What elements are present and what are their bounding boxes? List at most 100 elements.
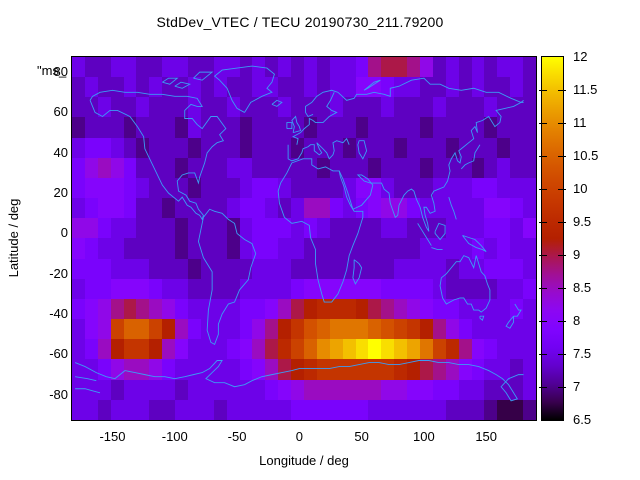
heatmap-cell bbox=[471, 57, 485, 78]
heatmap-cell bbox=[278, 77, 292, 98]
heatmap-cell bbox=[239, 198, 253, 219]
heatmap-cell bbox=[497, 177, 511, 199]
heatmap-cell bbox=[394, 198, 408, 219]
colorbar-tick-label: 9.5 bbox=[573, 214, 592, 229]
heatmap-cell bbox=[72, 238, 85, 259]
heatmap-cell bbox=[304, 238, 317, 259]
heatmap-cell bbox=[394, 157, 408, 178]
heatmap-cell bbox=[329, 339, 343, 360]
heatmap-cell bbox=[316, 359, 330, 380]
heatmap-cell bbox=[213, 157, 227, 178]
heatmap-cell bbox=[484, 218, 498, 239]
heatmap-cell bbox=[329, 278, 343, 299]
coastline-iceland bbox=[272, 100, 282, 106]
heatmap-cell bbox=[72, 298, 85, 320]
heatmap-cell bbox=[471, 278, 485, 299]
heatmap-cell bbox=[226, 298, 240, 320]
x-tick-label: -100 bbox=[161, 429, 188, 444]
heatmap-cell bbox=[97, 319, 111, 340]
heatmap-cell bbox=[407, 339, 420, 360]
heatmap-cell bbox=[342, 359, 356, 380]
heatmap-cell bbox=[162, 399, 176, 420]
heatmap-cell bbox=[162, 198, 176, 219]
heatmap-cell bbox=[471, 298, 485, 320]
heatmap-cell bbox=[355, 399, 369, 420]
heatmap-cell bbox=[162, 298, 176, 320]
heatmap-cell bbox=[291, 278, 304, 299]
colorbar-tick-label: 10 bbox=[573, 181, 588, 196]
heatmap-cell bbox=[265, 278, 279, 299]
heatmap-cell bbox=[484, 137, 498, 158]
heatmap-cell bbox=[226, 339, 240, 360]
heatmap-cell bbox=[458, 117, 472, 138]
heatmap-cell bbox=[188, 258, 201, 279]
heatmap-cell bbox=[110, 198, 124, 219]
heatmap-cell bbox=[72, 77, 85, 98]
heatmap-cell bbox=[239, 339, 253, 360]
heatmap-cell bbox=[510, 77, 524, 98]
heatmap-cell bbox=[123, 97, 137, 118]
heatmap-cell bbox=[123, 218, 137, 239]
heatmap-cell bbox=[252, 177, 266, 199]
heatmap-cell bbox=[239, 319, 253, 340]
heatmap-cell bbox=[342, 97, 356, 118]
heatmap-cell bbox=[291, 57, 304, 78]
colorbar-tick-mark-right bbox=[558, 156, 566, 157]
heatmap-cell bbox=[445, 218, 459, 239]
x-tick-label: 0 bbox=[295, 429, 303, 444]
coastline-arctic-islands-3 bbox=[193, 72, 212, 80]
heatmap-cell bbox=[458, 379, 472, 400]
heatmap-cell bbox=[175, 258, 188, 279]
heatmap-cell bbox=[497, 77, 511, 98]
heatmap-cell bbox=[213, 198, 227, 219]
heatmap-cell bbox=[123, 359, 137, 380]
heatmap-cell bbox=[136, 278, 150, 299]
heatmap-cell bbox=[445, 258, 459, 279]
heatmap-cell bbox=[278, 177, 292, 199]
heatmap-cell bbox=[368, 157, 382, 178]
heatmap-cell bbox=[188, 218, 201, 239]
heatmap-cell bbox=[445, 339, 459, 360]
heatmap-cell bbox=[278, 157, 292, 178]
heatmap-cell bbox=[304, 57, 317, 78]
heatmap-cell bbox=[278, 359, 292, 380]
heatmap-cell bbox=[316, 218, 330, 239]
heatmap-cell bbox=[136, 238, 150, 259]
x-tick-label: -50 bbox=[227, 429, 247, 444]
heatmap-cell bbox=[510, 278, 524, 299]
heatmap-cell bbox=[484, 157, 498, 178]
colorbar-tick-label: 11 bbox=[573, 115, 587, 130]
heatmap-cell bbox=[342, 298, 356, 320]
heatmap-cell bbox=[175, 278, 188, 299]
colorbar-tick-label: 7 bbox=[573, 379, 581, 394]
heatmap-cell bbox=[136, 137, 150, 158]
heatmap-cell bbox=[484, 117, 498, 138]
heatmap-cell bbox=[445, 157, 459, 178]
heatmap-cell bbox=[110, 339, 124, 360]
heatmap-cell bbox=[381, 278, 395, 299]
heatmap-cell bbox=[329, 238, 343, 259]
heatmap-cell bbox=[149, 77, 163, 98]
heatmap-cell bbox=[265, 157, 279, 178]
heatmap-cell bbox=[84, 319, 98, 340]
heatmap-cell bbox=[213, 319, 227, 340]
heatmap-cell bbox=[72, 117, 85, 138]
heatmap-cell bbox=[458, 57, 472, 78]
coastline-arctic-islands-1 bbox=[175, 82, 190, 88]
coastline-java bbox=[431, 248, 442, 250]
heatmap-cell bbox=[420, 157, 433, 178]
heatmap-cell bbox=[432, 97, 446, 118]
heatmap-cell bbox=[304, 359, 317, 380]
heatmap-cell bbox=[445, 97, 459, 118]
heatmap-cell bbox=[239, 238, 253, 259]
coastline-uk bbox=[292, 116, 301, 132]
heatmap-cell bbox=[471, 359, 485, 380]
heatmap-cell bbox=[123, 117, 137, 138]
heatmap-cell bbox=[252, 157, 266, 178]
heatmap-cell bbox=[123, 157, 137, 178]
heatmap-cell bbox=[355, 218, 369, 239]
heatmap-cell bbox=[278, 379, 292, 400]
heatmap-cell bbox=[523, 298, 536, 320]
heatmap-cell bbox=[265, 258, 279, 279]
heatmap-cell bbox=[84, 97, 98, 118]
